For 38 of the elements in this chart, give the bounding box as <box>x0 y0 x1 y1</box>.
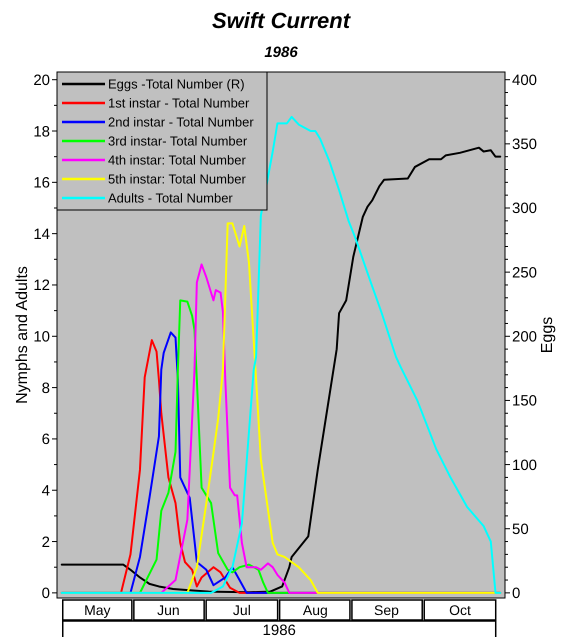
y2-tick-label: 100 <box>512 456 538 474</box>
y-tick-label: 18 <box>33 123 50 140</box>
y2-tick-label: 350 <box>512 136 538 154</box>
y2-axis-title: Eggs <box>539 316 556 354</box>
y-tick-label: 16 <box>33 174 50 192</box>
legend-label: Eggs -Total Number (R) <box>108 76 245 92</box>
legend-label: 3rd instar- Total Number <box>108 134 248 149</box>
y2-tick-label: 200 <box>512 328 538 346</box>
y-axis-title: Nymphs and Adults <box>14 266 31 404</box>
y-tick-label: 2 <box>42 534 50 551</box>
y-tick-label: 20 <box>33 72 50 89</box>
x-axis-title: 1986 <box>262 622 296 637</box>
chart-subtitle: 1986 <box>264 44 298 61</box>
legend-label: 4th instar: Total Number <box>108 152 246 168</box>
y-tick-label: 10 <box>33 328 50 346</box>
x-tick-label: Sep <box>374 602 400 618</box>
legend-label: Adults - Total Number <box>108 190 234 206</box>
y2-tick-label: 300 <box>512 200 538 218</box>
legend-label: 5th instar: Total Number <box>108 172 246 187</box>
y-tick-label: 0 <box>42 585 50 602</box>
x-tick-label: Aug <box>302 602 328 618</box>
x-tick-label: Jun <box>157 602 180 618</box>
legend-label: 2nd instar - Total Number <box>108 114 254 130</box>
y2-tick-label: 400 <box>512 72 538 89</box>
chart-title: Swift Current <box>212 8 352 33</box>
y-tick-label: 14 <box>33 226 50 243</box>
y2-tick-label: 0 <box>512 585 520 602</box>
y-tick-label: 6 <box>42 431 50 448</box>
x-tick-label: Oct <box>449 602 471 618</box>
legend-label: 1st instar - Total Number <box>108 96 250 111</box>
y-tick-label: 8 <box>42 380 50 397</box>
x-tick-label: May <box>84 602 111 618</box>
y-tick-label: 12 <box>33 277 50 294</box>
x-tick-label: Jul <box>232 602 251 618</box>
y-tick-label: 4 <box>42 482 50 500</box>
y2-tick-label: 150 <box>512 392 538 410</box>
y2-tick-label: 250 <box>512 264 538 282</box>
y2-tick-label: 50 <box>512 520 529 538</box>
